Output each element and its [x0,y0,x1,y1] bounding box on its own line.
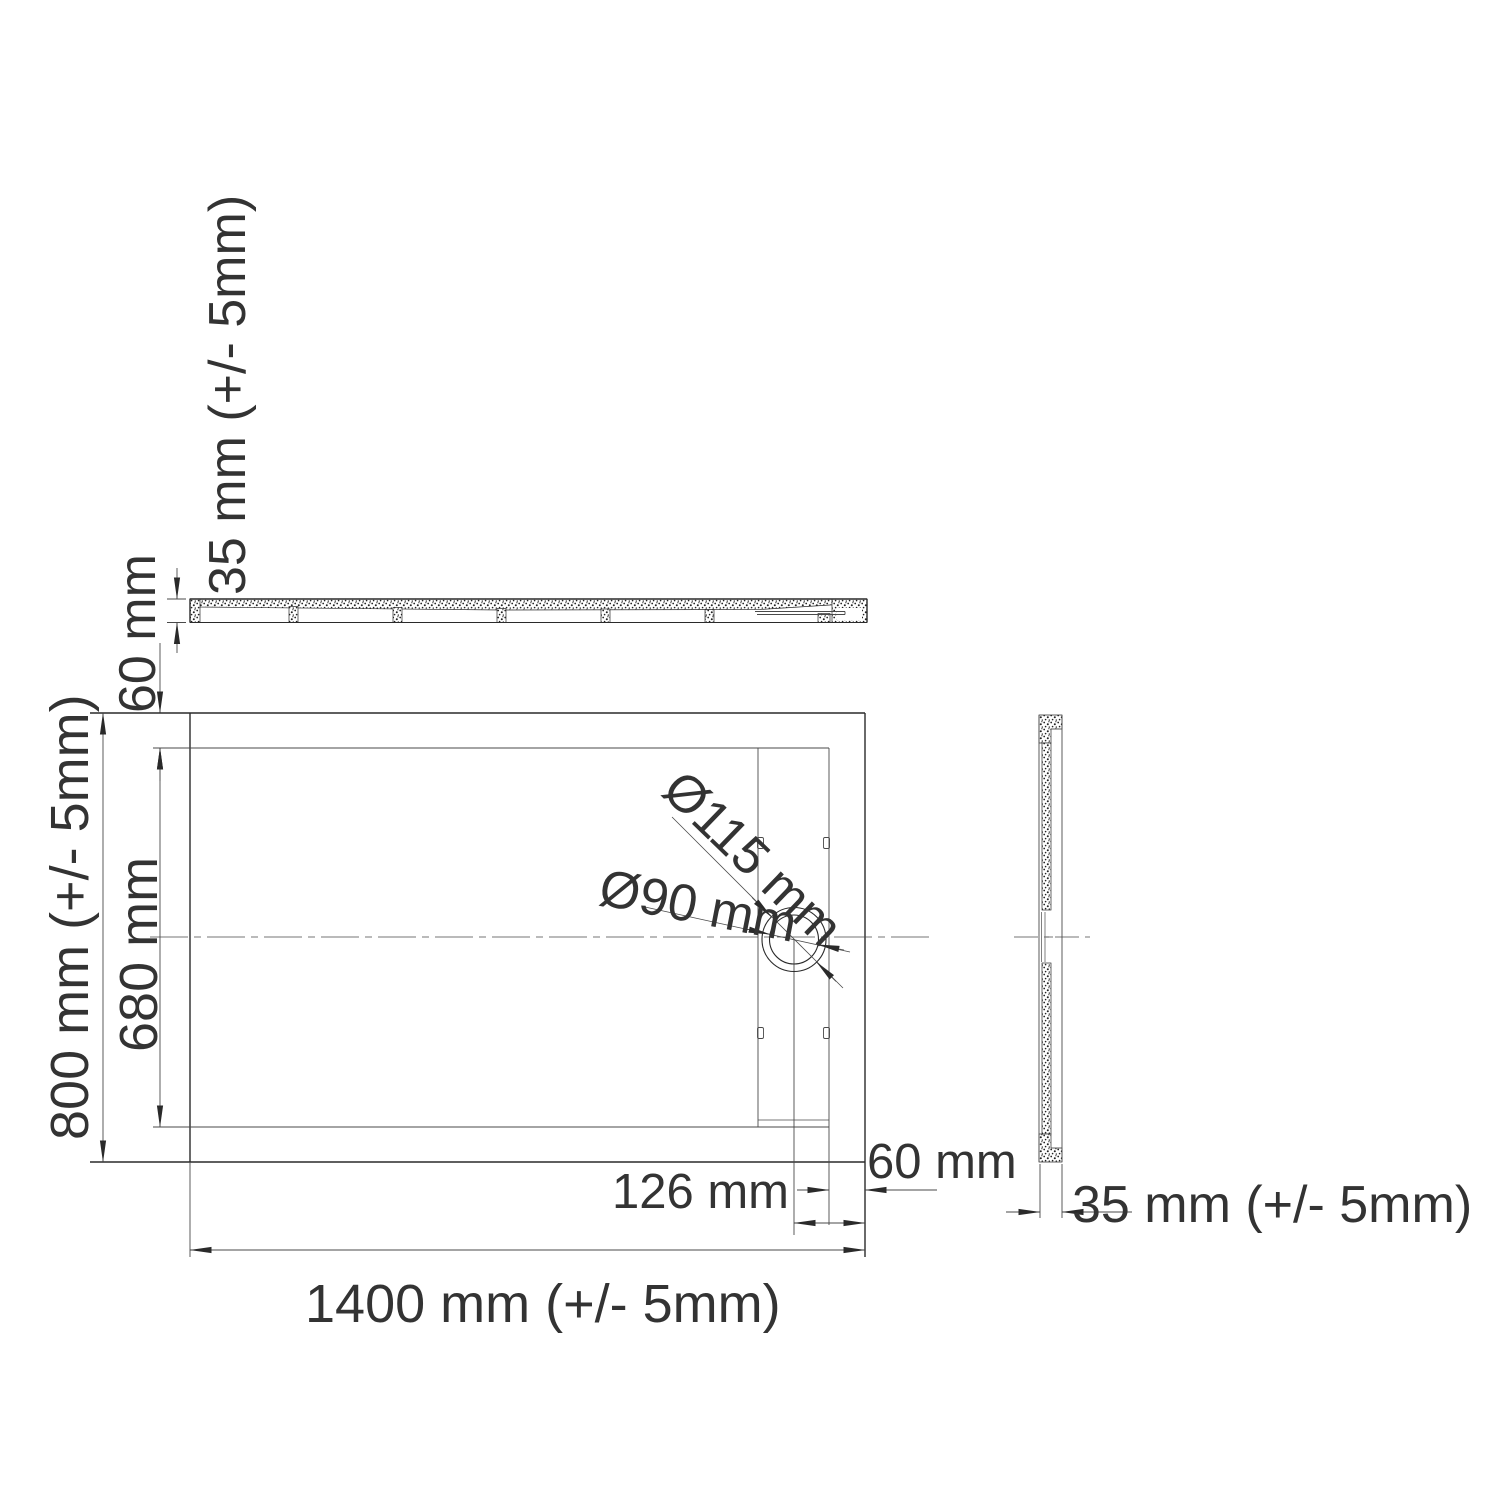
dim-top-thickness: 35 mm (+/- 5mm) [167,195,257,653]
profile-rib-4 [600,608,611,623]
dim-drain-outer-arrow-2 [816,961,837,982]
dim-drain-center-offset-label: 126 mm [612,1165,789,1219]
side-wall-upper [1041,742,1052,911]
dim-side-thickness-ext-lines [1039,1164,1063,1218]
drain-outer-circle [761,906,827,973]
profile-drain-cover-line-2 [757,611,846,615]
plan-view: Ø115 mm Ø90 mm [90,712,935,1257]
profile-rib-5 [704,609,715,623]
profile-right-notch [837,608,862,620]
dim-plan-inner-height-label: 680 mm [109,857,169,1052]
dim-plan-inner-height: 680 mm [109,747,169,1128]
dim-top-thickness-ext-lines [167,598,186,623]
dim-drain-inner-arrow-1 [743,926,771,935]
dim-top-thickness-label: 35 mm (+/- 5mm) [199,195,257,595]
profile-left-cap [189,598,201,623]
clip-top-left [757,837,764,849]
drain-inner-circle [768,914,820,965]
profile-outline [189,598,868,623]
dim-plan-width-label: 1400 mm (+/- 5mm) [305,1274,781,1334]
side-wall-lower [1041,962,1052,1135]
dim-drain-inner-arrow-2 [817,944,845,953]
side-bottom-cap [1038,1133,1063,1163]
dim-rim-offset: 60 mm [109,554,167,781]
dim-rim-offset-label: 60 mm [109,554,167,713]
profile-rib-2 [392,607,403,623]
dim-side-thickness: 35 mm (+/- 5mm) [1006,1164,1472,1234]
dim-side-thickness-label: 35 mm (+/- 5mm) [1072,1176,1472,1234]
side-top-cap [1038,714,1063,744]
dim-drain-outer-arrow-1 [751,897,772,918]
dim-plan-height-label: 800 mm (+/- 5mm) [40,694,100,1140]
clip-bottom-left [757,1027,764,1039]
dim-plan-height: 800 mm (+/- 5mm) [40,694,107,1163]
dim-drain-center-offset: 126 mm [612,1165,866,1227]
profile-rib-3 [496,608,507,623]
dim-plan-width: 1400 mm (+/- 5mm) [189,1162,866,1334]
top-section-view [189,598,868,623]
dim-right-edge-offset-label: 60 mm [867,1135,1017,1189]
side-section-view [1014,714,1094,1163]
clip-top-right [823,837,830,849]
profile-rib-1 [288,606,299,623]
clip-bottom-right [823,1027,830,1039]
dim-right-edge-offset: 60 mm [797,1135,1017,1194]
